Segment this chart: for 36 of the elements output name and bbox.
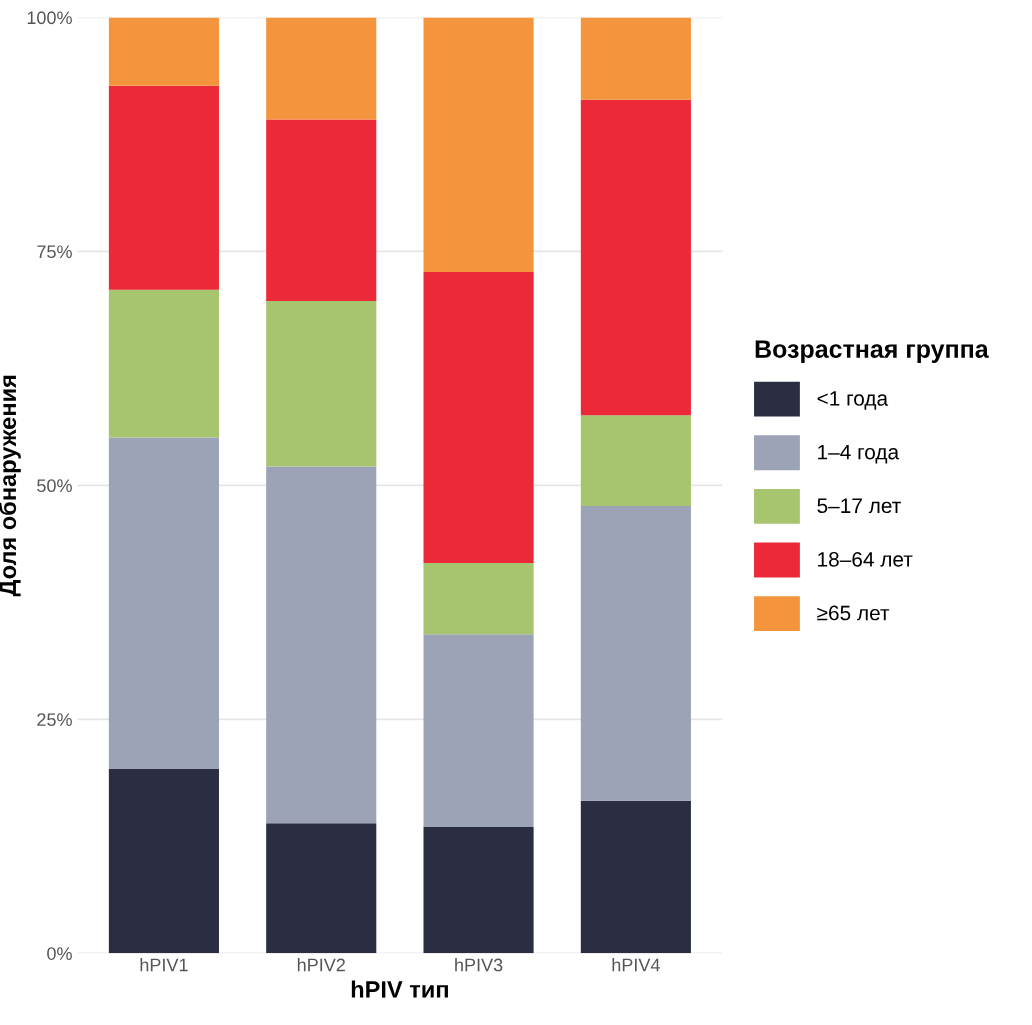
bar	[266, 300, 377, 467]
legend-label: 5–17 лет	[817, 498, 901, 514]
bar	[108, 17, 219, 86]
legend-label: 1–4 года	[818, 444, 900, 464]
bar	[266, 466, 377, 824]
y-tick-label: 100%	[27, 11, 72, 25]
bar	[580, 505, 691, 801]
legend-label: 18–64 лет	[818, 551, 913, 567]
bar	[108, 768, 219, 954]
y-tick-label: 0%	[47, 947, 72, 960]
bar	[423, 17, 534, 272]
y-tick-label: 50%	[37, 479, 72, 493]
bar	[580, 415, 691, 506]
bar	[108, 289, 219, 438]
x-tick-label: hPIV1	[140, 958, 188, 972]
bar	[423, 271, 534, 564]
bar	[423, 563, 534, 635]
bar	[580, 17, 691, 100]
y-tick-label: 25%	[37, 713, 72, 727]
bar	[108, 437, 219, 769]
x-tick-label: hPIV3	[455, 958, 503, 972]
bar	[580, 99, 691, 416]
x-axis-title: hPIV тип	[351, 980, 448, 998]
x-tick-label: hPIV4	[612, 958, 660, 972]
y-tick-label: 75%	[37, 245, 72, 259]
x-tick-label: hPIV2	[297, 958, 345, 972]
bar	[108, 85, 219, 290]
bar	[423, 826, 534, 954]
bar	[580, 800, 691, 954]
legend-title: Возрастная группа	[755, 340, 989, 363]
legend-label: <1 года	[817, 391, 889, 410]
bar	[266, 823, 377, 954]
bar	[423, 634, 534, 827]
bar	[266, 119, 377, 301]
bar	[266, 17, 377, 120]
legend-label: ≥65 лет	[817, 605, 890, 621]
